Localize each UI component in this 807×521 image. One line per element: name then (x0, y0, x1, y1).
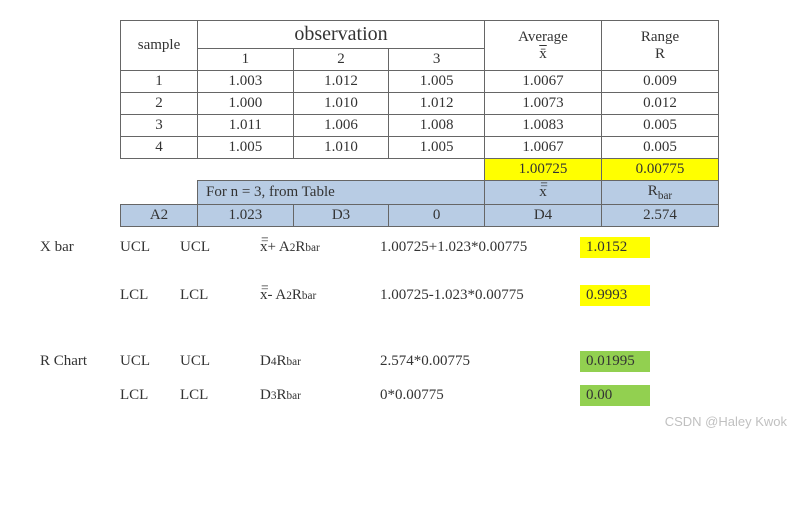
hdr-sample: sample (121, 21, 198, 71)
xbar-ucl-formula: x + A2Rbar (260, 239, 380, 256)
xbar-lcl-formula: x - A2Rbar (260, 287, 380, 304)
rchart-ucl-row: R Chart UCL UCL D4Rbar 2.574*0.00775 0.0… (40, 351, 787, 385)
xbar-ucl-result: 1.0152 (580, 237, 650, 258)
xbar-lcl-expr: 1.00725-1.023*0.00775 (380, 287, 580, 304)
rchart-lcl-lim: LCL (120, 387, 180, 404)
hdr-average: Average x̄ (485, 21, 602, 71)
data-table: sample observation Average x̄ Range R 1 … (120, 20, 719, 227)
grand-range: 0.00775 (602, 159, 719, 181)
hdr-obs1: 1 (198, 49, 294, 71)
xbar-lcl-lim: LCL (120, 287, 180, 304)
table-row: 4 1.005 1.010 1.005 1.0067 0.005 (121, 137, 719, 159)
rchart-ucl-lim2: UCL (180, 353, 260, 370)
hdr-observation: observation (198, 21, 485, 49)
constants-note: For n = 3, from Table (198, 181, 485, 205)
table-row: 2 1.000 1.010 1.012 1.0073 0.012 (121, 93, 719, 115)
xbar-ucl-expr: 1.00725+1.023*0.00775 (380, 239, 580, 256)
hdr-obs3: 3 (389, 49, 485, 71)
rchart-ucl-expr: 2.574*0.00775 (380, 353, 580, 370)
xbar-lcl-row: LCL LCL x - A2Rbar 1.00725-1.023*0.00775… (40, 285, 787, 333)
hdr-range: Range R (602, 21, 719, 71)
constants-row: A2 1.023 D3 0 D4 2.574 (121, 205, 719, 227)
rchart-lcl-expr: 0*0.00775 (380, 387, 580, 404)
xbar-lcl-lim2: LCL (180, 287, 260, 304)
calc-area: X bar UCL UCL x + A2Rbar 1.00725+1.023*0… (40, 237, 787, 419)
xbar-ucl-lim: UCL (120, 239, 180, 256)
rchart-ucl-formula: D4Rbar (260, 353, 380, 370)
constants-header-row: For n = 3, from Table x Rbar (121, 181, 719, 205)
table-row: 1 1.003 1.012 1.005 1.0067 0.009 (121, 71, 719, 93)
xbarbar-symbol: x (485, 181, 602, 205)
table-row: 3 1.011 1.006 1.008 1.0083 0.005 (121, 115, 719, 137)
rchart-lcl-lim2: LCL (180, 387, 260, 404)
watermark: CSDN @Haley Kwok (665, 414, 787, 429)
xbar-lcl-result: 0.9993 (580, 285, 650, 306)
hdr-obs2: 2 (293, 49, 389, 71)
xbar-ucl-row: X bar UCL UCL x + A2Rbar 1.00725+1.023*0… (40, 237, 787, 285)
rbar-symbol: Rbar (602, 181, 719, 205)
rchart-label: R Chart (40, 353, 120, 370)
rchart-lcl-formula: D3Rbar (260, 387, 380, 404)
rchart-ucl-result: 0.01995 (580, 351, 650, 372)
rchart-lcl-result: 0.00 (580, 385, 650, 406)
xbar-ucl-lim2: UCL (180, 239, 260, 256)
xbar-label: X bar (40, 239, 120, 256)
rchart-ucl-lim: UCL (120, 353, 180, 370)
summary-row: 1.00725 0.00775 (121, 159, 719, 181)
